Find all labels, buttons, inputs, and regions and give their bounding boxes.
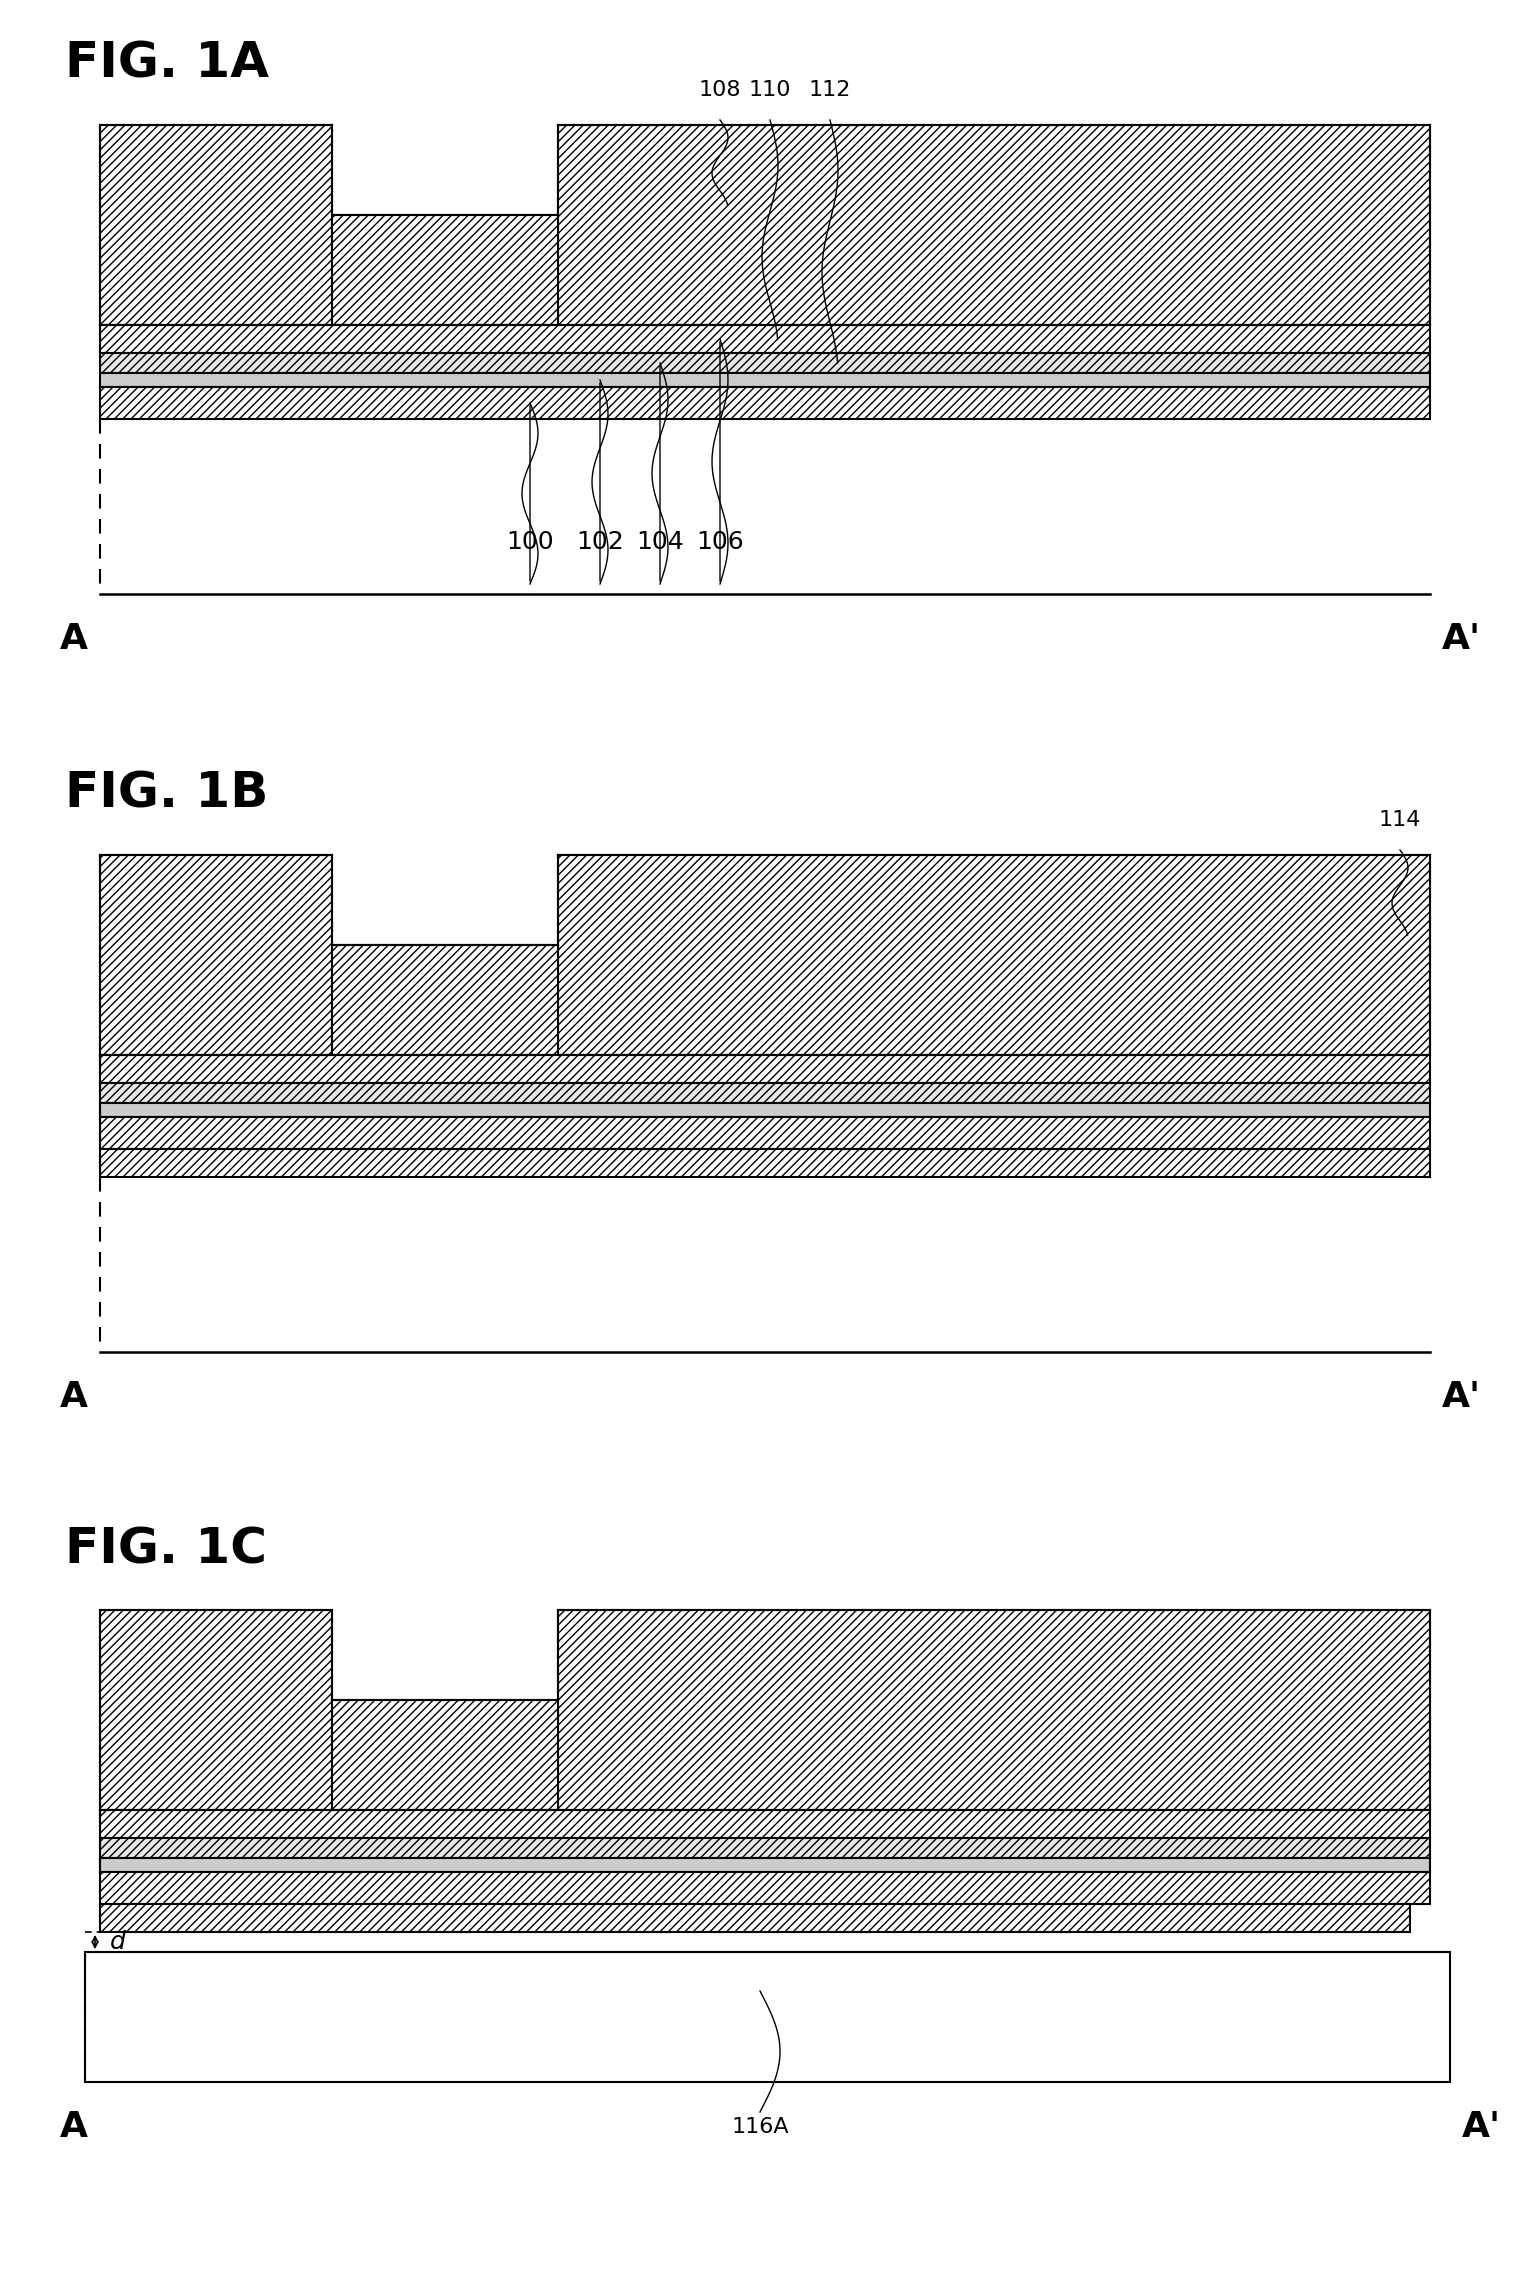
Bar [558, 854, 1430, 1056]
Bar [100, 854, 331, 1056]
Bar [100, 1610, 331, 1810]
Bar [100, 1056, 1430, 1083]
Bar [100, 372, 1430, 386]
Text: 110: 110 [749, 79, 791, 100]
Bar [100, 1149, 1430, 1176]
Bar [331, 216, 558, 325]
Text: A: A [61, 622, 88, 656]
Text: 100: 100 [507, 529, 554, 554]
Bar [331, 1701, 558, 1810]
Bar [100, 1117, 1430, 1149]
Bar [100, 386, 1430, 420]
Bar [100, 1837, 1430, 1858]
Text: 116A: 116A [731, 2117, 788, 2137]
Text: A': A' [1462, 2110, 1501, 2144]
Bar [331, 945, 558, 1056]
Bar [100, 325, 1430, 352]
Text: 106: 106 [696, 529, 744, 554]
Text: A': A' [1442, 1381, 1481, 1415]
Text: 104: 104 [635, 529, 684, 554]
Bar [100, 1871, 1430, 1903]
Text: FIG. 1A: FIG. 1A [65, 41, 269, 89]
Bar [100, 1810, 1430, 1837]
Bar [100, 1104, 1430, 1117]
Text: 114: 114 [1378, 811, 1421, 829]
Bar [558, 125, 1430, 325]
Bar [85, 1953, 1449, 2083]
Text: A': A' [1442, 622, 1481, 656]
Text: FIG. 1B: FIG. 1B [65, 770, 268, 818]
Bar [100, 125, 331, 325]
Text: 108: 108 [699, 79, 741, 100]
Bar [100, 352, 1430, 372]
Text: d: d [110, 1930, 126, 1953]
Text: A: A [61, 1381, 88, 1415]
Bar [100, 1903, 1410, 1933]
Text: 112: 112 [809, 79, 852, 100]
Text: FIG. 1C: FIG. 1C [65, 1526, 266, 1574]
Bar [558, 1610, 1430, 1810]
Text: A: A [61, 2110, 88, 2144]
Bar [100, 1858, 1430, 1871]
Bar [100, 1083, 1430, 1104]
Text: 102: 102 [576, 529, 623, 554]
